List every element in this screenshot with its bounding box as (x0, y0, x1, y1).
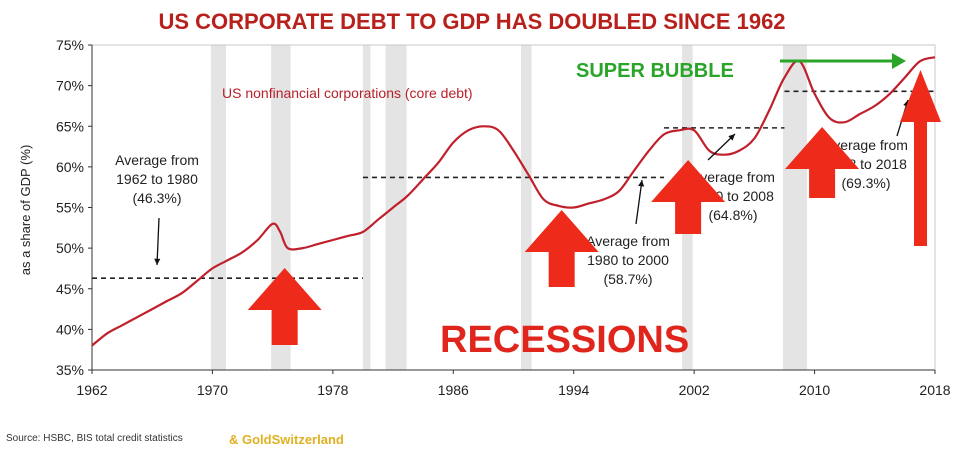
average-pointer-head (154, 258, 161, 265)
average-label-line: (69.3%) (841, 175, 890, 191)
y-tick-label: 35% (56, 362, 84, 378)
x-tick-label: 2018 (919, 382, 950, 398)
recession-arrow (247, 268, 322, 345)
recession-arrow (785, 127, 860, 198)
super-bubble-arrow (780, 53, 906, 69)
average-label-line: 1980 to 2000 (587, 252, 669, 268)
recession-arrow (651, 160, 726, 234)
x-tick-label: 1978 (317, 382, 348, 398)
average-pointer-head (728, 134, 735, 141)
x-tick-label: 1970 (197, 382, 228, 398)
average-label-line: Average from (691, 169, 775, 185)
average-label: Average from 1962 to 1980 (46.3%) (115, 152, 199, 206)
x-tick-label: 2002 (679, 382, 710, 398)
y-tick-label: 70% (56, 78, 84, 94)
average-label-line: (46.3%) (132, 190, 181, 206)
recession-band (362, 45, 371, 370)
average-label-line: 1962 to 1980 (116, 171, 198, 187)
average-pointer (635, 179, 643, 225)
y-tick-label: 50% (56, 240, 84, 256)
y-tick-label: 55% (56, 200, 84, 216)
average-label-line: (64.8%) (708, 207, 757, 223)
recession-arrows (247, 127, 860, 345)
x-tick-label: 2010 (799, 382, 830, 398)
bubble-arrow-head (892, 53, 906, 69)
big-up-arrow (900, 70, 941, 246)
y-axis-label: as a share of GDP (%) (18, 145, 33, 276)
big-arrow-shaft (914, 108, 927, 246)
average-label: Average from 1980 to 2000 (58.7%) (586, 233, 670, 287)
recession-band (210, 45, 226, 370)
x-tick-label: 1962 (76, 382, 107, 398)
y-tick-label: 45% (56, 281, 84, 297)
y-tick-label: 65% (56, 118, 84, 134)
axes: 35% 40% 45% 50% 55% 60% 65% 70% 75% 1962 1970 1978 1… (56, 37, 951, 398)
big-arrow-head (900, 70, 941, 122)
average-pointer (156, 217, 160, 266)
recession-band (521, 45, 532, 370)
average-label-line: Average from (115, 152, 199, 168)
average-lines (92, 90, 935, 279)
recessions-label: RECESSIONS (440, 319, 689, 361)
y-tick-label: 40% (56, 321, 84, 337)
average-pointer-head (638, 180, 645, 187)
source-note: Source: HSBC, BIS total credit statistic… (6, 433, 183, 444)
x-tick-label: 1994 (558, 382, 589, 398)
y-tick-label: 75% (56, 37, 84, 53)
average-label-line: (58.7%) (603, 271, 652, 287)
recession-arrow (524, 210, 599, 287)
chart-title: US CORPORATE DEBT TO GDP HAS DOUBLED SIN… (158, 9, 785, 34)
average-label-line: Average from (586, 233, 670, 249)
series-line (91, 56, 936, 347)
recession-band (782, 45, 808, 370)
recession-band (385, 45, 407, 370)
y-tick-label: 60% (56, 159, 84, 175)
super-bubble-label: SUPER BUBBLE (576, 60, 734, 82)
series-label: US nonfinancial corporations (core debt) (222, 85, 473, 101)
x-tick-label: 1986 (438, 382, 469, 398)
average-label-line: Average from (824, 137, 908, 153)
credit-note: & GoldSwitzerland (229, 432, 344, 447)
